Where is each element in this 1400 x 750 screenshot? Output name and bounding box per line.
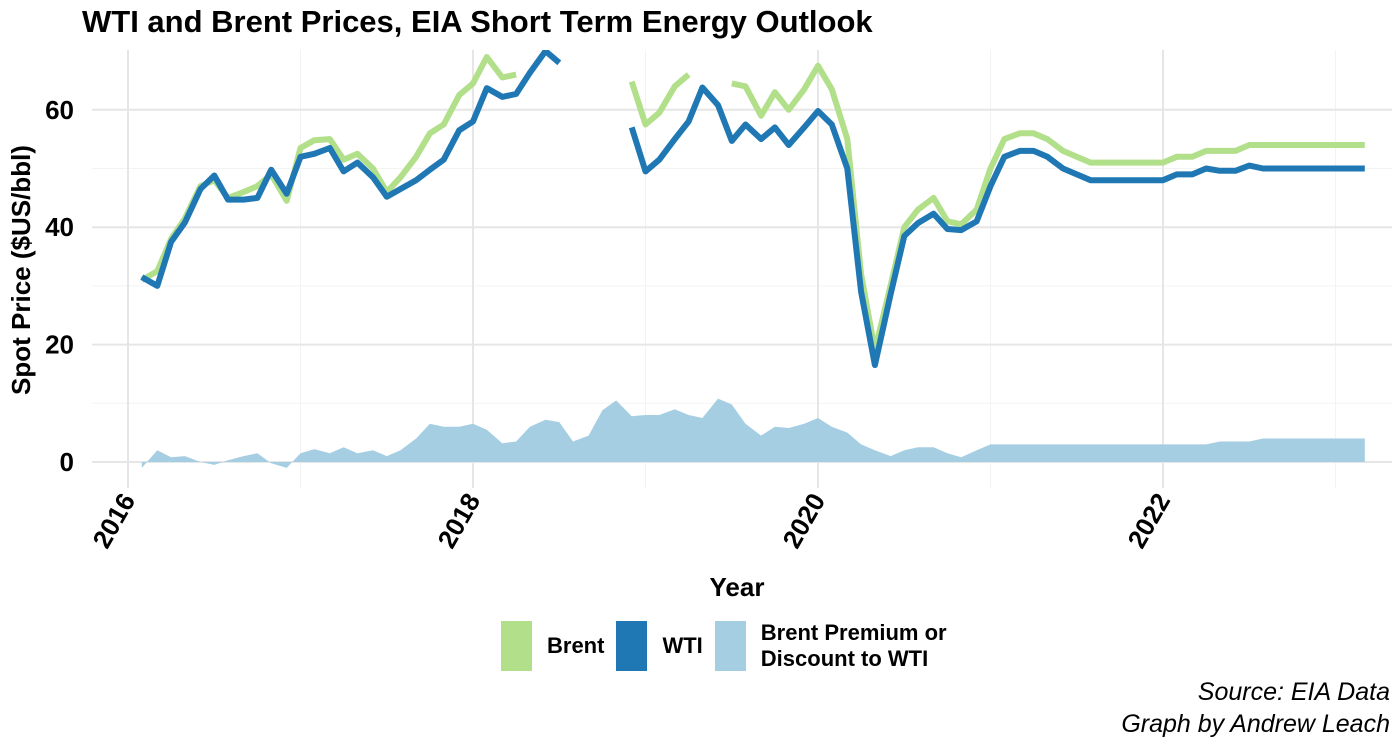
y-tick-label: 60	[45, 95, 74, 125]
legend-label-wti: WTI	[662, 633, 703, 658]
caption: Source: EIA Data Graph by Andrew Leach	[1121, 676, 1390, 740]
legend-swatch-brent	[501, 621, 532, 671]
y-axis-title: Spot Price ($US/bbl)	[6, 145, 36, 395]
legend-item-premium: Brent Premium or Discount to WTI	[714, 620, 947, 672]
legend: Brent WTI Brent Premium or Discount to W…	[501, 620, 959, 672]
series-line-wti	[140, 50, 562, 289]
legend-swatch-wti	[616, 621, 648, 671]
y-tick-label: 0	[60, 447, 74, 477]
caption-author: Graph by Andrew Leach	[1121, 710, 1390, 738]
legend-swatch-premium	[714, 621, 746, 671]
y-tick-label: 40	[45, 212, 74, 242]
series-line-brent	[628, 72, 691, 128]
caption-source: Source: EIA Data	[1197, 678, 1390, 706]
legend-label-brent: Brent	[547, 633, 605, 658]
series-area-premium	[141, 398, 1365, 468]
x-axis-title: Year	[710, 572, 765, 602]
x-tick-label: 2022	[1121, 488, 1176, 553]
legend-item-wti: WTI	[616, 621, 703, 671]
x-tick-label: 2018	[431, 488, 486, 553]
chart-title: WTI and Brent Prices, EIA Short Term Ene…	[82, 4, 873, 39]
series-layer	[140, 50, 1365, 468]
legend-label-premium: Brent Premium or Discount to WTI	[760, 620, 947, 671]
series-line-wti	[628, 84, 1365, 369]
x-tick-label: 2020	[776, 488, 831, 553]
y-tick-label: 20	[45, 330, 74, 360]
series-line-brent	[731, 62, 1365, 354]
x-tick-label: 2016	[86, 488, 141, 553]
legend-item-brent: Brent	[501, 621, 604, 671]
